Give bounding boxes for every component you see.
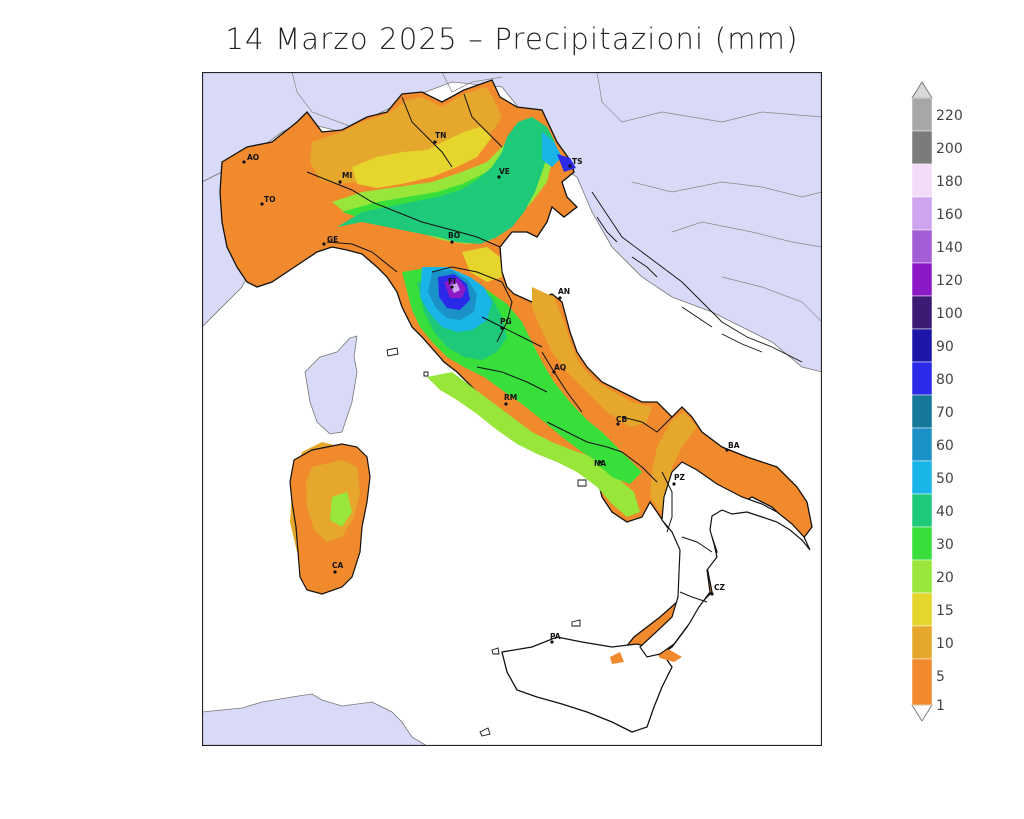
legend-tick-200: 200	[936, 141, 963, 157]
legend-bottom-arrow	[911, 704, 933, 722]
legend-ticks: 220 200 180 160 140 120 100 90 80 70 60 …	[936, 108, 963, 714]
city-labels: AO TO MI TN VE TS GE BO	[242, 131, 740, 644]
svg-text:FI: FI	[448, 277, 456, 286]
croatia-coast	[591, 191, 803, 363]
city-trieste: TS	[568, 157, 583, 168]
svg-text:CB: CB	[616, 415, 628, 424]
svg-text:AO: AO	[247, 153, 259, 162]
map-title: 14 Marzo 2025 – Precipitazioni (mm)	[225, 22, 799, 56]
svg-text:NA: NA	[594, 459, 606, 468]
city-napoli: NA	[594, 459, 606, 468]
legend-box-5-10	[911, 625, 933, 660]
svg-text:AQ: AQ	[554, 363, 566, 372]
legend-tick-140: 140	[936, 240, 963, 256]
legend-top-arrow	[911, 81, 933, 99]
svg-text:TS: TS	[572, 157, 583, 166]
svg-text:RM: RM	[504, 393, 517, 402]
city-catanzaro: CZ	[710, 583, 726, 596]
legend-boxes	[911, 97, 933, 706]
legend-tick-70: 70	[936, 405, 954, 421]
svg-text:MI: MI	[342, 171, 352, 180]
legend-box-10-15	[911, 592, 933, 627]
legend-box-15-20	[911, 559, 933, 594]
legend-box-60-70	[911, 394, 933, 429]
city-aosta: AO	[242, 153, 259, 164]
legend-box-100-120	[911, 262, 933, 297]
sardinia	[289, 443, 371, 595]
legend-tick-20: 20	[936, 570, 954, 586]
legend-tick-60: 60	[936, 438, 954, 454]
city-cagliari: CA	[332, 561, 344, 574]
svg-text:CA: CA	[332, 561, 344, 570]
legend-tick-220: 220	[936, 108, 963, 124]
regional-borders	[306, 93, 713, 603]
legend-tick-40: 40	[936, 504, 954, 520]
city-palermo: PA	[550, 632, 561, 644]
map-border	[202, 72, 822, 746]
city-bari: BA	[725, 441, 740, 452]
south-dry	[639, 461, 811, 658]
city-roma: RM	[504, 393, 517, 406]
legend-box-70-80	[911, 361, 933, 396]
city-perugia: PG	[500, 317, 512, 330]
city-ancona: AN	[558, 287, 570, 300]
legend-tick-120: 120	[936, 273, 963, 289]
svg-text:PZ: PZ	[674, 473, 685, 482]
city-bologna: BO	[448, 231, 460, 244]
legend-tick-30: 30	[936, 537, 954, 553]
city-campobasso: CB	[616, 415, 628, 426]
svg-text:GE: GE	[327, 235, 338, 244]
svg-text:PG: PG	[500, 317, 512, 326]
precipitation-map: AO TO MI TN VE TS GE BO	[202, 72, 822, 746]
precipitation-legend: 220 200 180 160 140 120 100 90 80 70 60 …	[911, 81, 963, 722]
legend-box-20-30	[911, 526, 933, 561]
svg-text:CZ: CZ	[714, 583, 726, 592]
legend-box-160-180	[911, 163, 933, 198]
svg-text:PA: PA	[550, 632, 561, 641]
legend-box-140-160	[911, 196, 933, 231]
city-firenze: FI	[448, 277, 456, 289]
legend-box-90-100	[911, 295, 933, 330]
city-venezia: VE	[497, 167, 510, 179]
legend-tick-100: 100	[936, 306, 963, 322]
legend-box-40-50	[911, 460, 933, 495]
legend-tick-10: 10	[936, 636, 954, 652]
legend-tick-5: 5	[936, 669, 945, 685]
legend-tick-180: 180	[936, 174, 963, 190]
city-laquila: AQ	[552, 363, 566, 374]
legend-tick-80: 80	[936, 372, 954, 388]
legend-box-1-5	[911, 658, 933, 706]
foreign-borders	[291, 72, 822, 323]
city-genova: GE	[322, 235, 338, 246]
legend-box-180-200	[911, 130, 933, 165]
city-potenza: PZ	[672, 473, 685, 486]
legend-tick-50: 50	[936, 471, 954, 487]
city-torino: TO	[260, 195, 276, 206]
foreign-land	[202, 72, 822, 746]
city-trento: TN	[433, 131, 446, 144]
svg-text:BO: BO	[448, 231, 460, 240]
svg-text:VE: VE	[499, 167, 510, 176]
legend-box-30-40	[911, 493, 933, 528]
svg-text:BA: BA	[728, 441, 740, 450]
legend-box-50-60	[911, 427, 933, 462]
legend-box-120-140	[911, 229, 933, 264]
svg-text:AN: AN	[558, 287, 570, 296]
legend-tick-15: 15	[936, 603, 954, 619]
city-milano: MI	[338, 171, 352, 184]
legend-box-80-90	[911, 328, 933, 363]
small-islands	[386, 347, 587, 737]
svg-text:TN: TN	[435, 131, 446, 140]
legend-tick-160: 160	[936, 207, 963, 223]
legend-tick-90: 90	[936, 339, 954, 355]
legend-box-200-220	[911, 97, 933, 132]
legend-tick-1: 1	[936, 698, 945, 714]
precip-10-15	[352, 127, 502, 282]
svg-text:TO: TO	[264, 195, 276, 204]
